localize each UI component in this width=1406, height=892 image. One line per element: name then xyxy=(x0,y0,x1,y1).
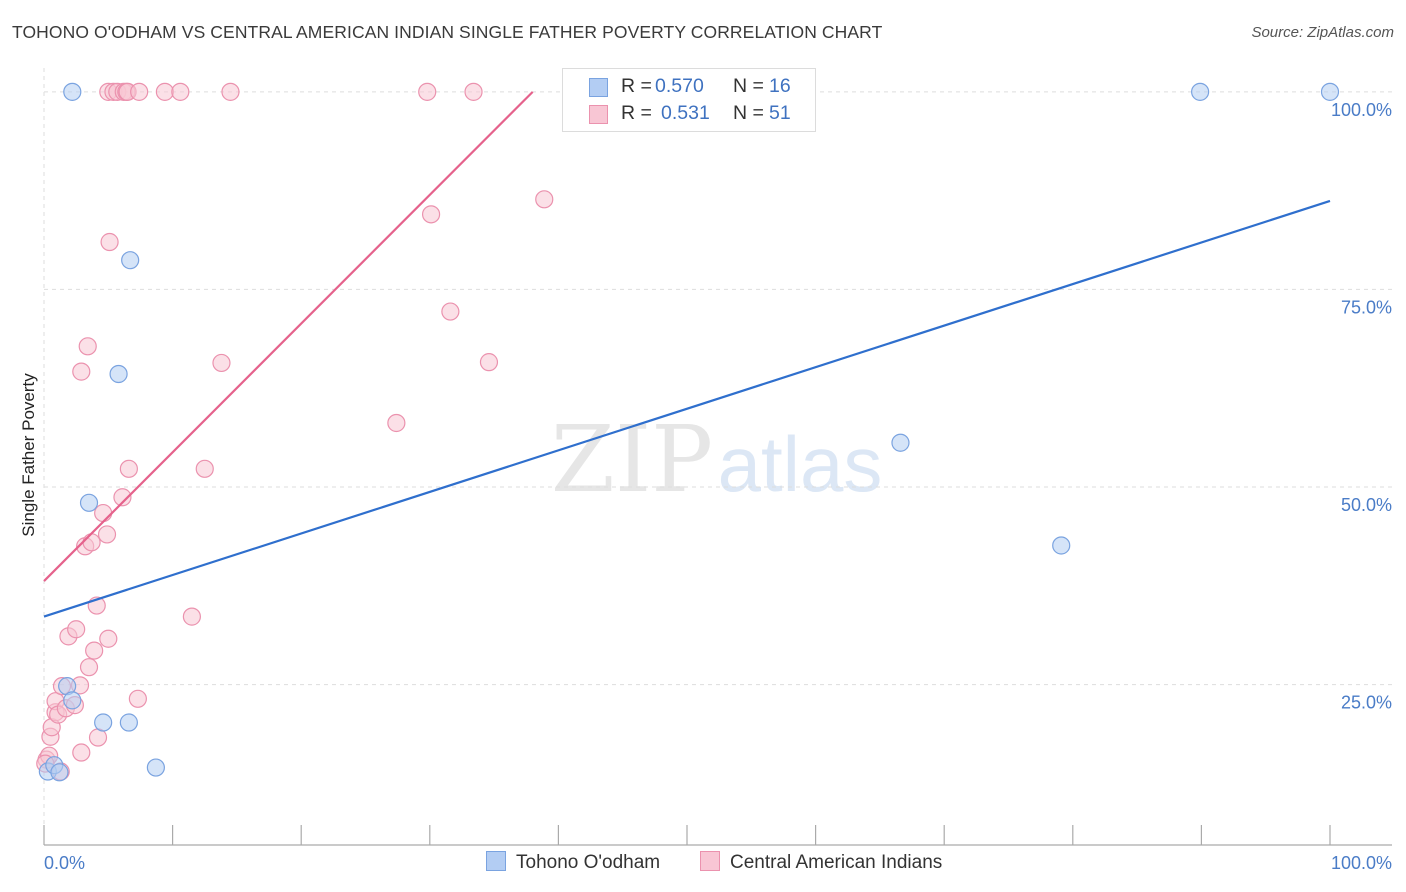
data-point xyxy=(479,353,499,372)
data-point xyxy=(85,641,104,660)
n-value: 16 xyxy=(769,75,791,97)
data-point xyxy=(1052,536,1071,555)
r-value: 0.570 xyxy=(655,75,704,97)
data-point xyxy=(421,205,441,224)
n-label: N = xyxy=(733,102,764,124)
data-point xyxy=(212,353,231,373)
r-label: R = xyxy=(621,75,652,97)
trend-line-central-american xyxy=(43,91,534,582)
data-point xyxy=(113,488,132,507)
data-point xyxy=(121,251,140,270)
data-point xyxy=(182,607,201,626)
data-point xyxy=(891,433,910,452)
legend-swatch-pink xyxy=(700,851,720,871)
y-tick-label: 75.0% xyxy=(1341,297,1392,317)
data-point xyxy=(97,525,117,544)
y-axis-label: Single Father Poverty xyxy=(19,373,38,537)
data-point xyxy=(99,629,118,648)
data-point xyxy=(464,82,483,101)
data-point xyxy=(94,503,113,523)
data-point xyxy=(387,413,406,433)
legend-row-tohono: R = 0.570 N = 16 xyxy=(563,75,815,101)
watermark-atlas: atlas xyxy=(718,420,883,508)
data-point xyxy=(79,658,99,677)
data-point xyxy=(67,620,86,639)
trend-lines xyxy=(43,91,1331,618)
r-label: R = xyxy=(621,102,652,124)
trend-line-tohono xyxy=(43,199,1331,618)
data-point xyxy=(82,533,101,552)
chart-title: TOHONO O'ODHAM VS CENTRAL AMERICAN INDIA… xyxy=(12,22,883,42)
source-credit: Source: ZipAtlas.com xyxy=(1251,24,1394,41)
n-value: 51 xyxy=(769,102,791,124)
data-point xyxy=(119,459,138,478)
legend-swatch-blue xyxy=(589,78,608,97)
r-value: 0.531 xyxy=(661,102,710,124)
data-point xyxy=(119,713,138,732)
legend-item-central-american: Central American Indians xyxy=(700,851,942,877)
watermark: ZIP atlas xyxy=(551,406,882,513)
series-tohono-oodham xyxy=(38,82,1340,782)
y-tick-label: 50.0% xyxy=(1341,495,1392,515)
data-point xyxy=(195,459,214,478)
x-tick-label: 0.0% xyxy=(44,853,85,873)
n-label: N = xyxy=(733,75,764,97)
data-point xyxy=(128,689,147,708)
legend-row-central-american: R = 0.531 N = 51 xyxy=(563,102,815,128)
y-tick-label: 100.0% xyxy=(1331,100,1392,120)
legend-item-tohono: Tohono O'odham xyxy=(486,851,660,877)
data-point xyxy=(50,763,69,782)
legend-swatch-blue xyxy=(486,851,506,871)
data-point xyxy=(1191,82,1210,101)
data-point xyxy=(155,82,174,101)
data-point xyxy=(94,713,113,732)
data-point xyxy=(72,743,91,762)
series-central-american-indians xyxy=(36,82,554,781)
data-point xyxy=(171,82,190,101)
data-point xyxy=(63,691,82,710)
legend-label: Tohono O'odham xyxy=(516,852,661,873)
x-tick-labels: 0.0% 100.0% xyxy=(44,853,1392,873)
data-point xyxy=(79,493,99,512)
data-point xyxy=(100,232,119,252)
data-point xyxy=(1320,82,1340,101)
data-point xyxy=(78,337,97,356)
data-point xyxy=(221,82,240,101)
data-point xyxy=(441,302,460,321)
data-point xyxy=(146,758,165,777)
x-tick-label: 100.0% xyxy=(1331,853,1392,873)
data-point xyxy=(418,82,437,101)
watermark-zip: ZIP xyxy=(551,406,713,513)
data-point xyxy=(109,364,128,384)
gridlines xyxy=(43,68,1392,845)
correlation-legend: R = 0.570 N = 16 R = 0.531 N = 51 xyxy=(562,68,816,132)
y-tick-label: 25.0% xyxy=(1341,693,1392,713)
axes xyxy=(43,825,1392,846)
y-tick-labels: 25.0% 50.0% 75.0% 100.0% xyxy=(1331,100,1392,713)
data-point xyxy=(88,728,108,747)
data-point xyxy=(130,82,149,101)
data-point xyxy=(72,362,91,381)
data-point xyxy=(535,190,554,209)
legend-swatch-pink xyxy=(589,105,608,124)
legend-label: Central American Indians xyxy=(730,852,943,873)
data-point xyxy=(63,82,82,101)
